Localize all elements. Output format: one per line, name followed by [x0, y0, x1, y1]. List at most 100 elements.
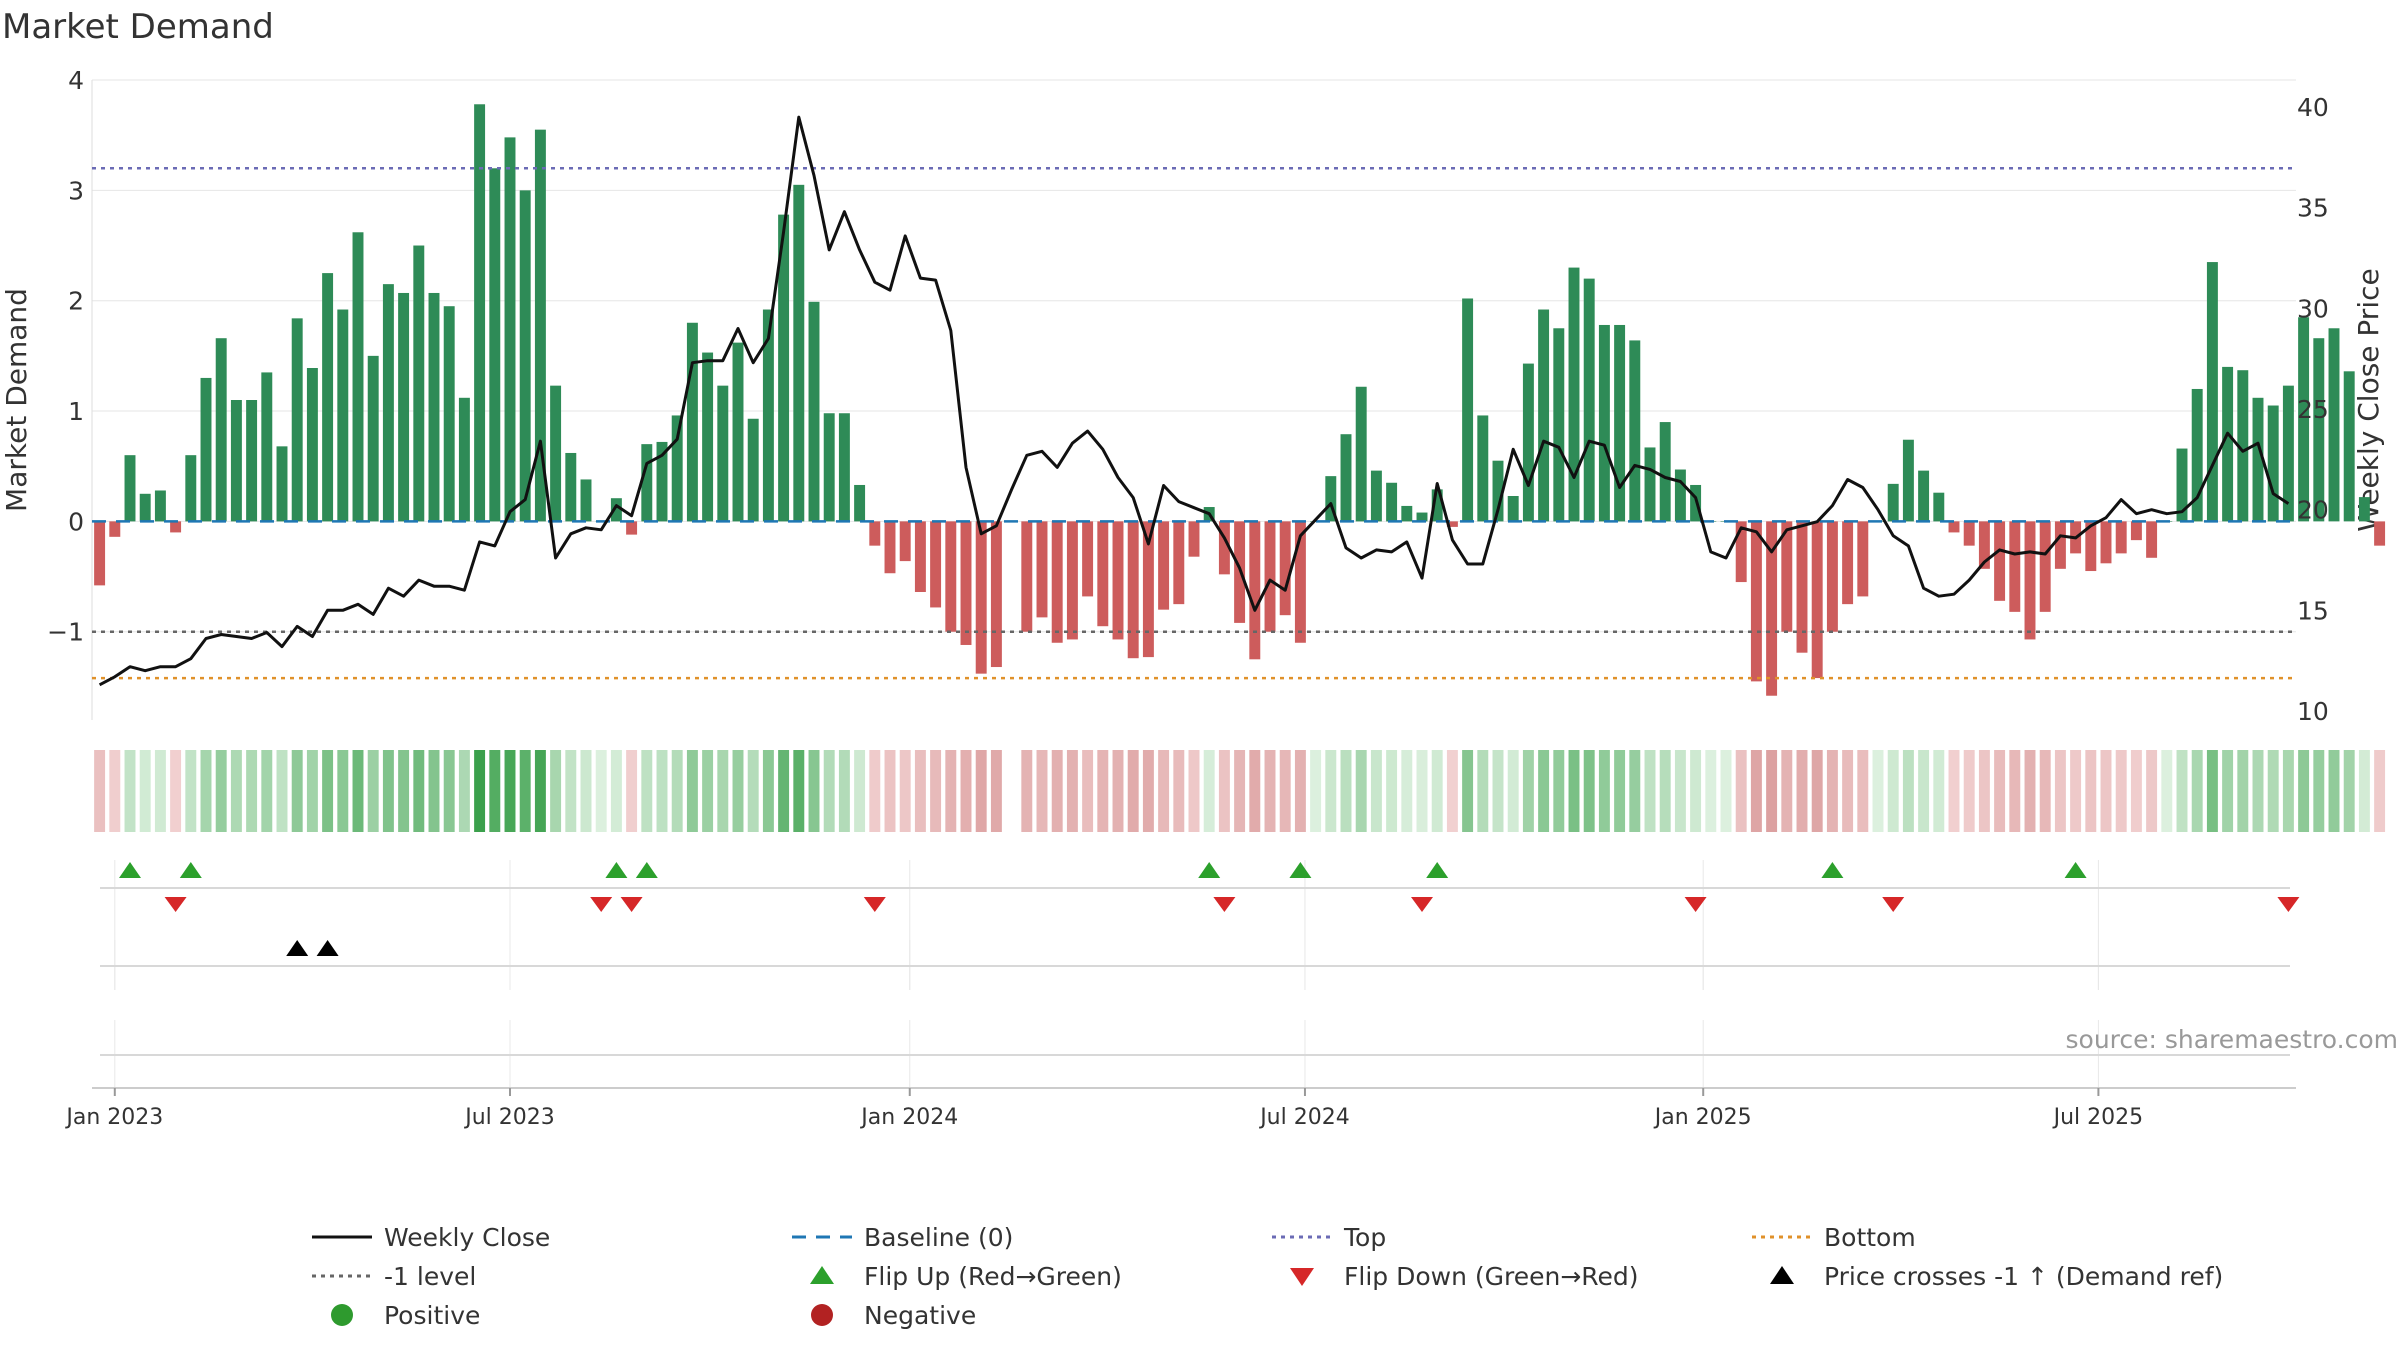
strip-cell [1386, 750, 1398, 832]
demand-bar [747, 418, 759, 522]
demand-bar [2282, 385, 2294, 522]
demand-bar [945, 521, 957, 632]
strip-cell [2252, 750, 2264, 832]
flip-up-marker [2064, 862, 2087, 878]
legend-label: Top [1343, 1223, 1386, 1252]
demand-bar [610, 498, 622, 522]
strip-cell [2161, 750, 2173, 832]
strip-cell [1370, 750, 1382, 832]
x-tick-label: Jan 2024 [859, 1105, 958, 1130]
empty-panel [100, 1020, 2290, 1090]
y2-tick-label: 30 [2297, 294, 2329, 323]
demand-bar [1796, 521, 1808, 653]
demand-bar [1355, 386, 1367, 522]
demand-bar [124, 455, 136, 522]
strip-cell [276, 750, 288, 832]
strip-cell [1203, 750, 1215, 832]
flip-up-marker [179, 862, 202, 878]
demand-bar [1933, 492, 1945, 522]
demand-bar [2328, 328, 2340, 522]
x-tick-label: Jan 2025 [1653, 1105, 1752, 1130]
strip-cell [2374, 750, 2386, 832]
strip-cell [154, 750, 166, 832]
demand-color-strip [94, 750, 2386, 832]
demand-bar [1902, 439, 1914, 522]
strip-cell [398, 750, 410, 832]
demand-bar [550, 385, 562, 522]
legend-item: Negative [811, 1301, 976, 1330]
flip-up-marker [605, 862, 628, 878]
x-tick-label: Jul 2025 [2052, 1105, 2144, 1130]
strip-cell [1401, 750, 1413, 832]
strip-cell [2146, 750, 2158, 832]
legend-label: Price crosses -1 ↑ (Demand ref) [1824, 1262, 2223, 1291]
demand-bar [1446, 521, 1458, 527]
demand-bar [2024, 521, 2036, 640]
strip-cell [1735, 750, 1747, 832]
demand-bar [671, 415, 683, 522]
strip-cell [1492, 750, 1504, 832]
strip-cell [778, 750, 790, 832]
demand-bar [793, 184, 805, 522]
strip-cell [2343, 750, 2355, 832]
y-tick-label: 1 [68, 397, 84, 426]
strip-cell [261, 750, 273, 832]
demand-bar [1690, 484, 1702, 522]
strip-cell [899, 750, 911, 832]
weekly-close-line [98, 115, 2290, 687]
strip-cell [1583, 750, 1595, 832]
demand-bar [1416, 512, 1428, 522]
demand-bar [337, 309, 349, 522]
demand-bar [94, 521, 106, 586]
flip-down-marker [620, 897, 643, 912]
demand-bar [2374, 521, 2386, 546]
demand-bar [1325, 476, 1337, 522]
strip-cell [1933, 750, 1945, 832]
strip-cell [975, 750, 987, 832]
demand-bar [1583, 278, 1595, 522]
strip-cell [656, 750, 668, 832]
legend-label: Bottom [1824, 1223, 1916, 1252]
legend-label: Negative [864, 1301, 976, 1330]
x-tick-label: Jul 2023 [463, 1105, 555, 1130]
legend-item: Flip Up (Red→Green) [810, 1262, 1122, 1291]
strip-cell [1279, 750, 1291, 832]
demand-bar [1477, 415, 1489, 522]
demand-bar [565, 452, 577, 522]
legend-swatch [810, 1266, 834, 1284]
strip-cell [1310, 750, 1322, 832]
demand-bar [2100, 521, 2112, 564]
strip-cell [504, 750, 516, 832]
strip-cell [1750, 750, 1762, 832]
demand-bar [1340, 434, 1352, 522]
strip-cell [686, 750, 698, 832]
strip-cell [1294, 750, 1306, 832]
demand-bar [1294, 521, 1306, 643]
demand-bar [1431, 489, 1443, 522]
demand-bar [1112, 521, 1124, 640]
demand-bar [170, 521, 182, 533]
demand-bar [1978, 521, 1990, 569]
strip-cell [565, 750, 577, 832]
strip-cell [1036, 750, 1048, 832]
demand-bar [1918, 470, 1930, 522]
strip-cell [1644, 750, 1656, 832]
demand-bar [1948, 521, 1960, 533]
y-tick-label: 3 [68, 176, 84, 205]
demand-bar [200, 377, 212, 522]
strip-cell [1568, 750, 1580, 832]
y-tick-label: 4 [68, 66, 84, 95]
demand-bar [398, 292, 410, 522]
demand-bar [1538, 309, 1550, 522]
strip-cell [352, 750, 364, 832]
demand-bar [702, 352, 714, 522]
demand-bar [1264, 521, 1276, 632]
demand-bar [534, 129, 546, 522]
demand-bar [2358, 497, 2370, 522]
demand-bar [443, 306, 455, 522]
demand-bar [109, 521, 121, 537]
strip-cell [1674, 750, 1686, 832]
strip-cell [2313, 750, 2325, 832]
legend-label: Positive [384, 1301, 480, 1330]
